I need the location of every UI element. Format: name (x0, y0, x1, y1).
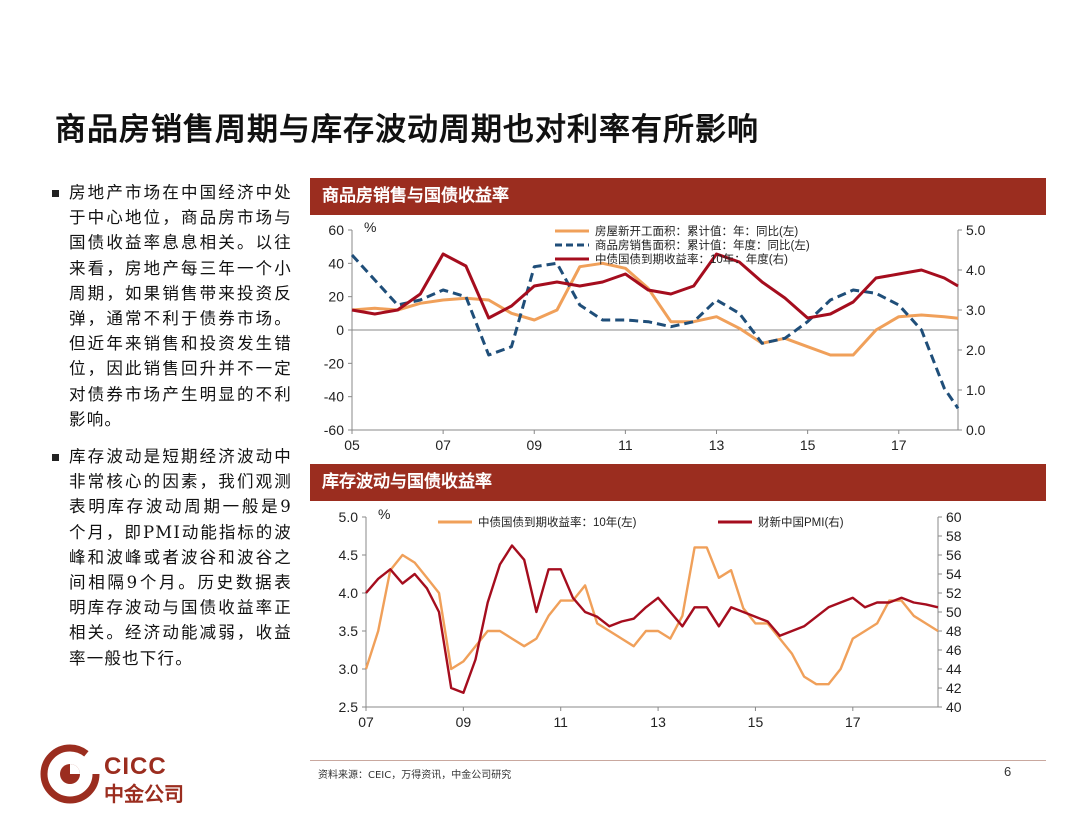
chart2-svg: 5.0 4.5 4.0 3.5 3.0 2.5 60 58 56 54 52 50 48 46 44 42 40… (339, 506, 962, 730)
bullet-text: 房地产市场在中国经济中处于中心地位，商品房市场与国债收益率息息相关。以往来看，房… (69, 183, 292, 429)
y-right-tick-label: 60 (946, 509, 962, 525)
bullet-square-icon (52, 454, 59, 462)
legend-label: 中债国债到期收益率：10年(左) (478, 515, 637, 529)
y-left-tick-label: 0 (336, 322, 344, 338)
y-left-tick-label: -20 (324, 355, 344, 371)
legend-label: 商品房销售面积：累计值：年度：同比(左) (595, 238, 810, 252)
y-right-tick-label: 40 (946, 699, 962, 715)
chart1-title: 商品房销售与国债收益率 (310, 178, 1046, 215)
legend-label: 中债国债到期收益率：10年：年度(右) (595, 252, 788, 266)
x-tick-label: 09 (526, 437, 542, 453)
footer-divider (310, 760, 1046, 761)
x-tick-label: 09 (456, 714, 472, 730)
x-tick-label: 07 (358, 714, 374, 730)
x-tick-label: 15 (800, 437, 816, 453)
y-unit-label: % (378, 506, 390, 522)
logo-text-en: CICC (104, 753, 167, 780)
bullet-text: 库存波动是短期经济波动中非常核心的因素，我们观测表明库存波动周期一般是9个月，即… (69, 447, 292, 668)
y-left-tick-label: -40 (324, 389, 344, 405)
y-right-tick-label: 0.0 (966, 422, 986, 438)
x-tick-label: 13 (650, 714, 666, 730)
x-tick-label: 11 (553, 714, 568, 730)
series-line (364, 546, 939, 686)
bullet-item: 库存波动是短期经济波动中非常核心的因素，我们观测表明库存波动周期一般是9个月，即… (52, 444, 292, 671)
y-right-tick-label: 5.0 (966, 222, 986, 238)
legend-label: 房屋新开工面积：累计值：年：同比(左) (595, 224, 798, 238)
y-right-tick-label: 4.0 (966, 262, 986, 278)
page-number: 6 (1004, 764, 1012, 779)
y-left-tick-label: 20 (328, 289, 344, 305)
x-tick-label: 07 (435, 437, 451, 453)
y-right-tick-label: 42 (946, 680, 962, 696)
y-left-tick-label: -60 (324, 422, 344, 438)
y-right-tick-label: 3.0 (966, 302, 986, 318)
legend-label: 财新中国PMI(右) (758, 515, 844, 529)
x-tick-label: 15 (748, 714, 764, 730)
y-right-tick-label: 48 (946, 623, 962, 639)
bullet-square-icon (52, 190, 59, 197)
y-left-tick-label: 40 (328, 255, 344, 271)
bullet-list: 房地产市场在中国经济中处于中心地位，商品房市场与国债收益率息息相关。以往来看，房… (52, 180, 292, 683)
x-tick-label: 05 (344, 437, 360, 453)
chart1-svg: 60 40 20 0 -20 -40 -60 5.0 4.0 3.0 2.0 1.0 0.0 05 07 09… (324, 219, 986, 453)
series-line (351, 261, 959, 357)
y-right-tick-label: 50 (946, 604, 962, 620)
y-left-tick-label: 60 (328, 222, 344, 238)
series-line (365, 544, 939, 694)
y-right-tick-label: 44 (946, 661, 962, 677)
x-tick-label: 17 (891, 437, 907, 453)
chart2-title: 库存波动与国债收益率 (310, 464, 1046, 501)
y-left-tick-label: 4.0 (339, 585, 359, 601)
x-tick-label: 17 (845, 714, 861, 730)
y-right-tick-label: 54 (946, 566, 962, 582)
y-left-tick-label: 2.5 (339, 699, 359, 715)
slide-title: 商品房销售周期与库存波动周期也对利率有所影响 (55, 112, 759, 148)
y-left-tick-label: 3.5 (339, 623, 359, 639)
y-right-tick-label: 56 (946, 547, 962, 563)
series-line (351, 252, 959, 320)
y-right-tick-label: 1.0 (966, 382, 986, 398)
y-right-tick-label: 2.0 (966, 342, 986, 358)
y-left-tick-label: 3.0 (339, 661, 359, 677)
logo-text-cn: 中金公司 (104, 782, 184, 806)
series-line (350, 253, 960, 410)
y-right-tick-label: 46 (946, 642, 962, 658)
source-note: 资料来源：CEIC，万得资讯，中金公司研究 (318, 770, 512, 781)
x-tick-label: 11 (618, 437, 633, 453)
x-tick-label: 13 (709, 437, 725, 453)
y-right-tick-label: 58 (946, 528, 962, 544)
y-unit-label: % (364, 219, 376, 235)
bullet-item: 房地产市场在中国经济中处于中心地位，商品房市场与国债收益率息息相关。以往来看，房… (52, 180, 292, 432)
y-left-tick-label: 5.0 (339, 509, 359, 525)
y-left-tick-label: 4.5 (339, 547, 359, 563)
cicc-logo-icon (40, 744, 100, 804)
y-right-tick-label: 52 (946, 585, 962, 601)
